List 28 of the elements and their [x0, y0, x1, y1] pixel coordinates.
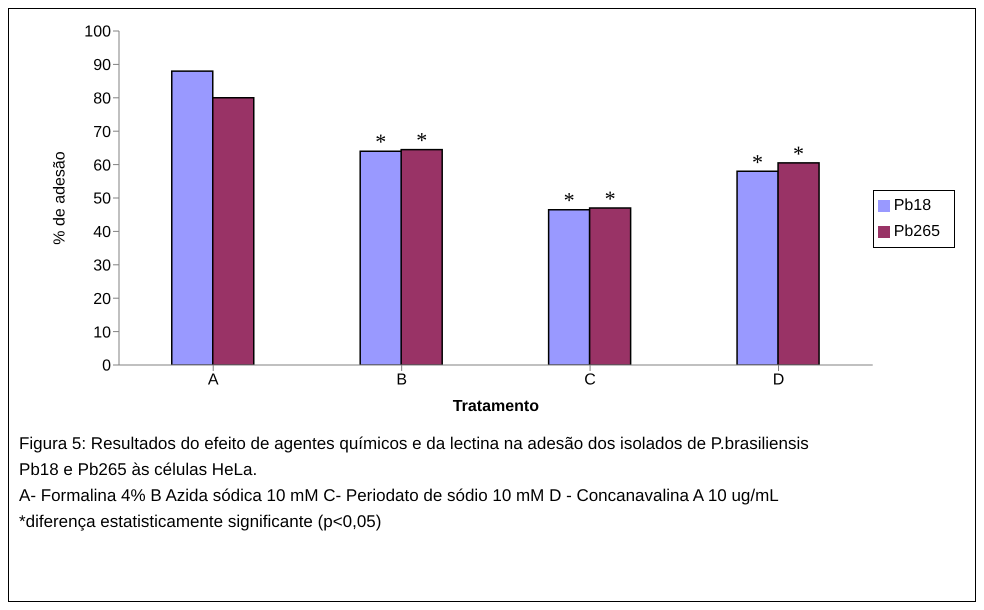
y-tick-label: 100 [84, 24, 112, 41]
y-tick-label: 50 [93, 190, 112, 208]
y-tick-label: 10 [93, 324, 112, 342]
data-label: * [416, 128, 428, 153]
y-tick-label: 0 [102, 358, 112, 375]
y-tick-label: 30 [93, 257, 112, 274]
text: Figura 5: Resultados do efeito de agentes químicos e da lectina na adesão dos isolados de P.brasiliensis Pb18 e Pb265 às células HeLa. [19, 433, 810, 481]
x-tick-label: A [208, 371, 219, 388]
text: A- Formalina 4% B Azida sódica 10 mM C- Periodato de sódio 10 mM D - Concanavalina A 10 ug/mL [19, 485, 780, 507]
y-tick-label: 20 [93, 290, 112, 308]
data-label: * [375, 129, 386, 154]
x-tick-label: D [772, 371, 784, 388]
text: *diferença estatisticamente significante (p<0,05) [19, 511, 382, 533]
data-label: * [564, 188, 575, 213]
x-tick-label: B [396, 371, 407, 388]
data-label: * [752, 149, 764, 174]
x-axis-title: Tratamento [452, 398, 540, 415]
legend-label: Pb18 [894, 197, 932, 214]
y-axis-title: % de adesão [52, 151, 69, 245]
y-tick-label: 90 [93, 57, 112, 74]
data-label: * [604, 186, 616, 212]
x-tick-label: C [584, 371, 596, 388]
y-tick-label: 40 [93, 224, 112, 242]
y-tick-label: 60 [93, 157, 112, 174]
data-label: * [793, 140, 804, 166]
y-tick-label: 70 [93, 124, 112, 141]
legend-label: Pb265 [894, 223, 940, 240]
y-tick-label: 80 [93, 90, 112, 108]
